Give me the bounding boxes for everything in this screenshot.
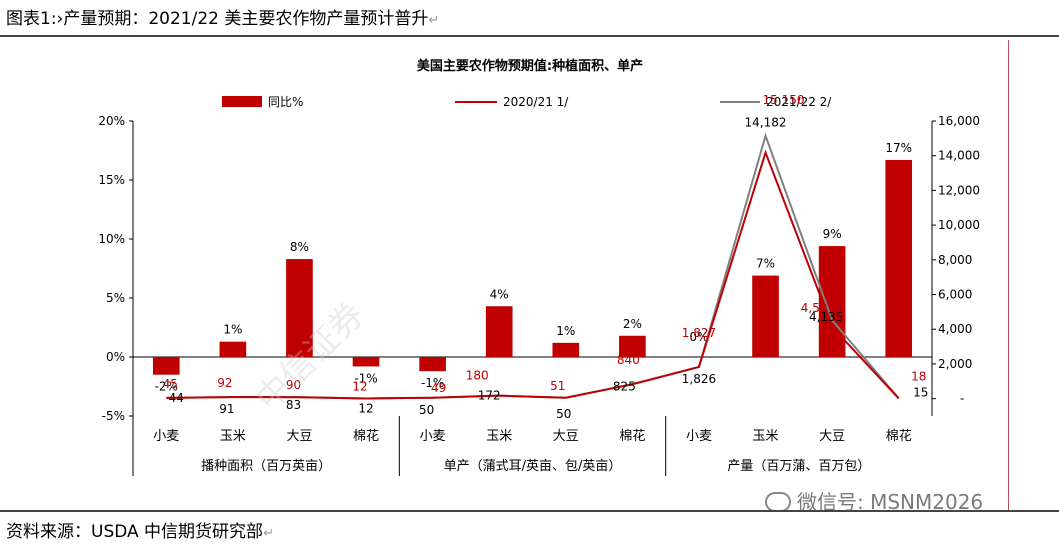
left-tick-label: -5% [102, 409, 125, 423]
line-2021-22-data-label: 49 [431, 381, 446, 395]
right-tick-label: 6,000 [938, 288, 972, 302]
bar-data-label: 17% [885, 141, 912, 155]
legend-line-2022-label: 2021/22 2/ [766, 95, 832, 109]
right-border-line [1008, 40, 1009, 510]
line-2021-22-data-label: 180 [466, 369, 489, 383]
bar-data-label: -1% [421, 376, 444, 390]
left-tick-label: 0% [106, 350, 125, 364]
category-label: 小麦 [686, 429, 712, 444]
line-2020-21-data-label: 15 [913, 385, 928, 399]
wechat-icon [765, 491, 791, 512]
bar-yoy [619, 335, 646, 357]
line-2020-21-data-label: 50 [419, 403, 434, 417]
group-label: 单产（蒲式耳/英亩、包/英亩） [444, 458, 622, 474]
bar-data-label: 8% [290, 240, 309, 254]
line-2021-22-data-label: 90 [286, 378, 301, 392]
right-tick-label: 8,000 [938, 253, 972, 267]
category-label: 玉米 [753, 429, 779, 444]
return-mark-icon-2: ↵ [263, 526, 274, 541]
line-2021-22-data-label: 15,150 [763, 93, 805, 107]
bar-data-label: 2% [623, 317, 642, 331]
right-tick-label: 14,000 [938, 149, 980, 163]
source-note: 资料来源：USDA 中信期货研究部↵ [6, 517, 274, 542]
line-2021-22-data-label: 1,827 [682, 326, 716, 340]
bar-data-label: 0% [689, 330, 708, 344]
group-label: 产量（百万蒲、百万包） [727, 459, 870, 474]
bar-yoy [286, 259, 313, 357]
bar-yoy [885, 159, 913, 357]
bar-yoy [419, 357, 446, 372]
legend-bar-swatch [222, 96, 262, 107]
bar-data-label: 7% [756, 257, 775, 271]
line-2021-22-data-label: 840 [617, 353, 640, 367]
line-2020-21-data-label: 1,826 [682, 372, 716, 386]
figure-title: 图表1:›产量预期：2021/22 美主要农作物产量预计普升↵ [6, 4, 439, 29]
bar-yoy [752, 275, 779, 357]
return-mark-icon: ↵ [428, 13, 440, 28]
right-tick-label: 12,000 [938, 183, 980, 197]
line-2021-22-data-label: 45 [163, 377, 178, 391]
line-2020-21-data-label: 50 [556, 407, 571, 421]
line-2021-22-data-label: 18 [911, 369, 926, 383]
bar-data-label: 9% [823, 227, 842, 241]
left-tick-label: 15% [98, 173, 125, 187]
figure-title-text: 图表1:›产量预期：2021/22 美主要农作物产量预计普升 [6, 9, 429, 29]
chart-title: 美国主要农作物预期值:种植面积、单产 [417, 58, 643, 74]
line-2021-22-data-label: 92 [217, 376, 232, 390]
bar-yoy [552, 342, 580, 357]
category-label: 小麦 [420, 429, 446, 444]
left-tick-label: 20% [98, 114, 125, 128]
bar-data-label: -2% [155, 380, 178, 394]
line-2020-21-data-label: 91 [219, 402, 234, 416]
bar-yoy [485, 306, 513, 357]
bar-yoy [352, 357, 380, 367]
left-tick-label: 10% [98, 232, 125, 246]
line-2020-21-data-label: 172 [478, 389, 501, 403]
top-rule [0, 35, 1059, 37]
right-tick-label: 2,000 [938, 357, 972, 371]
line-2020-21 [166, 149, 900, 400]
category-label: 玉米 [220, 429, 246, 444]
bar-data-label: -1% [354, 371, 377, 385]
right-tick-label: 4,000 [938, 322, 972, 336]
legend-bar-label: 同比% [268, 95, 303, 109]
line-2020-21-data-label: 14,182 [745, 116, 787, 130]
bar-data-label: 4% [490, 287, 509, 301]
source-text: 资料来源：USDA 中信期货研究部 [6, 522, 264, 542]
right-tick-label: 10,000 [938, 218, 980, 232]
line-2021-22 [166, 132, 900, 400]
line-2020-21-data-label: 44 [169, 391, 184, 405]
category-label: 玉米 [486, 429, 512, 444]
line-2021-22-data-label: 12 [352, 379, 367, 393]
bar-data-label: 1% [223, 323, 242, 337]
category-label: 大豆 [286, 429, 312, 444]
line-2020-21-data-label: 825 [613, 379, 636, 393]
bottom-rule [0, 510, 1059, 512]
line-2020-21-data-label: 4,135 [809, 310, 843, 324]
line-2021-22-data-label: 4,52 [801, 301, 828, 315]
category-label: 棉花 [619, 428, 645, 444]
category-label: 小麦 [153, 429, 179, 444]
category-label: 棉花 [886, 428, 912, 444]
bar-data-label: 1% [556, 324, 575, 338]
right-tick-label: 16,000 [938, 114, 980, 128]
right-tick-label: - [960, 392, 964, 406]
category-label: 棉花 [353, 428, 379, 444]
legend-line-2021-label: 2020/21 1/ [503, 95, 569, 109]
line-2021-22-data-label: 51 [550, 379, 565, 393]
category-label: 大豆 [553, 429, 579, 444]
line-2020-21-data-label: 12 [358, 401, 373, 415]
bar-yoy [219, 341, 247, 357]
left-tick-label: 5% [106, 291, 125, 305]
group-label: 播种面积（百万英亩） [201, 458, 331, 474]
bar-yoy [152, 357, 180, 375]
line-2020-21-data-label: 83 [286, 398, 301, 412]
category-label: 大豆 [819, 429, 845, 444]
